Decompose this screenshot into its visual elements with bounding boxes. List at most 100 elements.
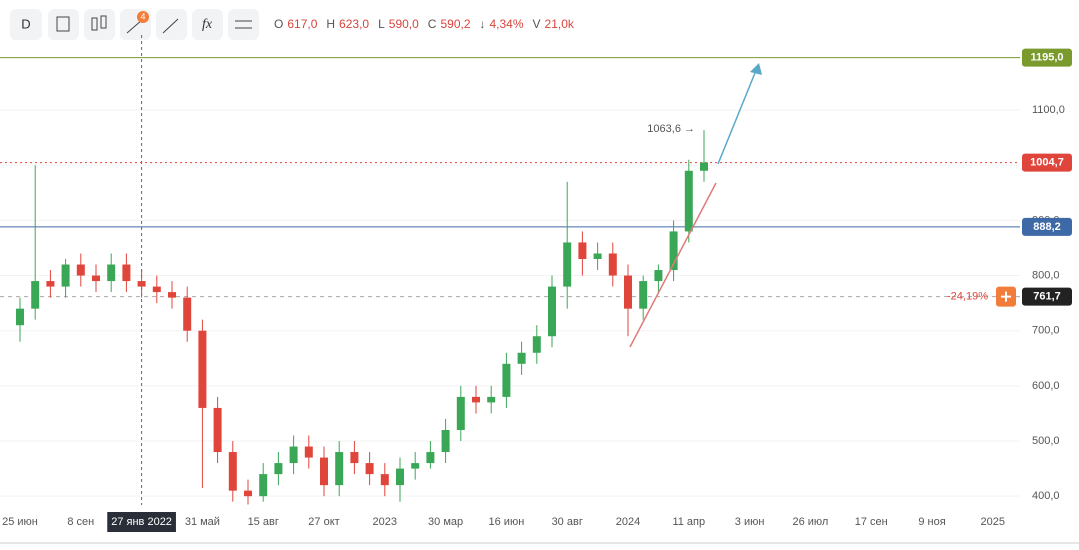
candle-body <box>365 463 374 475</box>
icon <box>126 19 143 34</box>
level-label: 761,7 <box>1033 291 1061 303</box>
ohlc-value: 623,0 <box>339 17 369 31</box>
candle-body <box>107 264 116 282</box>
level-badge <box>1022 153 1072 172</box>
x-tick-label: 16 июн <box>489 516 525 528</box>
candle-body <box>137 281 146 287</box>
candle-body <box>624 275 632 309</box>
badge-count: 4 <box>140 11 145 21</box>
x-tick-label: 30 авг <box>552 516 583 528</box>
x-tick-label: 30 мар <box>428 516 463 528</box>
candle-body <box>426 452 435 464</box>
x-tick-label: 2024 <box>616 516 640 528</box>
button[interactable] <box>228 9 259 40</box>
candle-body <box>593 253 602 260</box>
x-tick-label: 2023 <box>373 516 397 528</box>
candle-body <box>244 490 252 497</box>
y-tick-label: 500,0 <box>1032 435 1060 447</box>
ohlc-key: V <box>533 17 541 31</box>
level-badge <box>1022 217 1072 236</box>
y-tick-label: 800,0 <box>1032 269 1060 281</box>
candle-body <box>76 264 85 276</box>
candle-body <box>441 429 450 453</box>
candle-body <box>411 463 420 469</box>
button[interactable] <box>84 9 115 40</box>
y-tick-label: 1100,0 <box>1032 104 1065 116</box>
button[interactable] <box>48 9 79 40</box>
candle-body <box>46 281 55 287</box>
candle-body <box>700 162 708 171</box>
candle-body <box>304 446 313 458</box>
y-tick-label: 700,0 <box>1032 325 1060 337</box>
candle-body <box>608 253 617 276</box>
candle-body <box>152 286 161 293</box>
candle-body <box>548 286 556 337</box>
candle-body <box>684 170 693 232</box>
candle-body <box>456 396 465 430</box>
candle-body <box>654 270 663 282</box>
level-label: 1004,7 <box>1030 157 1064 169</box>
candle-body <box>335 452 344 486</box>
arrow-head <box>750 63 762 75</box>
x-tick-label: 27 окт <box>308 516 339 528</box>
level-label: 1195,0 <box>1030 52 1063 64</box>
candle-body <box>487 396 496 403</box>
candle-body <box>517 352 526 364</box>
y-tick-label: 400,0 <box>1032 490 1060 502</box>
candle-body <box>532 336 541 353</box>
ohlc-header: O 617,0 H 623,0 L 590,0 C 590,2 ↓ 4,34% V 21,0k <box>274 17 575 31</box>
crosshair-label <box>107 512 176 532</box>
candle-body <box>92 275 100 282</box>
ohlc-key: ↓ <box>480 17 486 31</box>
candle-body <box>563 242 572 287</box>
axis: 400,0500,0600,0700,0800,0900,01000,01100… <box>2 48 1072 532</box>
ohlc-value: 590,2 <box>440 17 470 31</box>
y-tick-label: 600,0 <box>1032 380 1060 392</box>
level-badge <box>1022 287 1072 306</box>
button[interactable] <box>192 9 223 40</box>
candle-body <box>31 281 40 309</box>
annotation: 1063,6 → <box>647 123 695 135</box>
button[interactable] <box>10 9 42 40</box>
ohlc-key: H <box>326 17 335 31</box>
ohlc-value: 4,34% <box>490 17 524 31</box>
candle-body <box>122 264 131 282</box>
candle-body <box>350 452 359 464</box>
candle-body <box>578 242 587 260</box>
icon <box>162 18 179 34</box>
candle-body <box>396 468 404 486</box>
candle-body <box>213 407 222 453</box>
candle-body <box>274 463 283 475</box>
x-tick-label: 2025 <box>981 516 1005 528</box>
x-tick-label: 11 апр <box>672 516 705 528</box>
ohlc-key: C <box>428 17 437 31</box>
candle-body <box>16 308 24 326</box>
candle-body <box>669 231 678 271</box>
icon <box>91 17 98 31</box>
x-tick-label: 25 июн <box>2 516 38 528</box>
x-tick-label: 31 май <box>185 516 220 528</box>
ohlc-value: 21,0k <box>545 17 575 31</box>
x-tick-label: 3 июн <box>735 516 765 528</box>
candle-body <box>502 363 511 397</box>
level-label: 888,2 <box>1033 221 1061 233</box>
badge <box>137 11 149 23</box>
x-tick-label: 15 авг <box>248 516 279 528</box>
x-tick-label: 27 янв 2022 <box>111 516 172 528</box>
toolbar: D 4 fx <box>10 9 259 40</box>
fx[interactable]: fx <box>202 17 213 32</box>
period[interactable]: D <box>21 16 30 31</box>
candle-body <box>228 452 237 491</box>
candle-body <box>183 297 192 331</box>
candle-body <box>61 264 70 287</box>
candle-body <box>289 446 298 464</box>
ohlc-key: O <box>274 17 283 31</box>
level-note: -24,19% <box>947 291 988 303</box>
candle-body <box>639 281 648 309</box>
ohlc-value: 590,0 <box>389 17 419 31</box>
ohlc-value: 617,0 <box>287 17 317 31</box>
candle-body <box>168 292 176 298</box>
